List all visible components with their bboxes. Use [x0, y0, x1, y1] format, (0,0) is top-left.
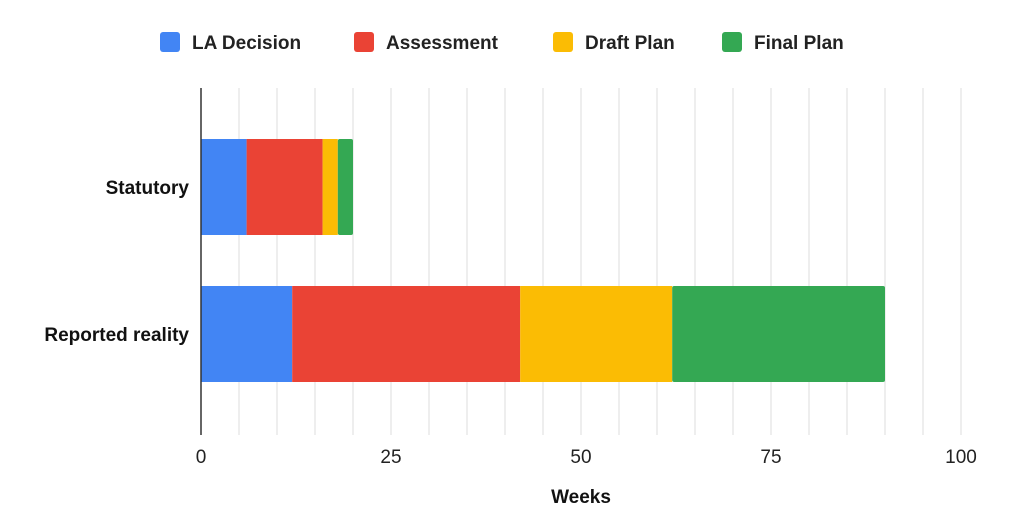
category-label: Reported reality	[44, 325, 189, 346]
bar-segment	[520, 286, 673, 382]
legend-label: Assessment	[386, 33, 499, 54]
legend-swatch	[160, 32, 180, 52]
bars	[201, 139, 885, 382]
bar-segment	[337, 139, 353, 235]
category-label: Statutory	[106, 178, 190, 199]
legend-swatch	[354, 32, 374, 52]
bar-segment	[201, 286, 293, 382]
x-axis-title: Weeks	[551, 487, 611, 508]
legend-item: Assessment	[354, 32, 499, 54]
bar-segment	[246, 139, 323, 235]
x-tick-label: 0	[196, 447, 207, 468]
x-tick-label: 25	[380, 447, 401, 468]
legend-swatch	[722, 32, 742, 52]
legend-label: Draft Plan	[585, 33, 675, 54]
x-tick-label: 100	[945, 447, 977, 468]
tick-labels: 0 25 50 75 100	[196, 447, 977, 468]
legend-item: Final Plan	[722, 32, 844, 54]
legend-item: Draft Plan	[553, 32, 675, 54]
legend-item: LA Decision	[160, 32, 301, 54]
x-tick-label: 50	[570, 447, 591, 468]
category-labels: Statutory Reported reality	[44, 178, 189, 346]
bar-segment	[201, 139, 247, 235]
bar-segment	[672, 286, 885, 382]
legend-label: Final Plan	[754, 33, 844, 54]
legend-swatch	[553, 32, 573, 52]
legend: LA Decision Assessment Draft Plan Final Pla…	[160, 32, 844, 54]
legend-label: LA Decision	[192, 33, 301, 54]
x-tick-label: 75	[760, 447, 781, 468]
bar-segment	[322, 139, 338, 235]
bar-segment	[292, 286, 521, 382]
